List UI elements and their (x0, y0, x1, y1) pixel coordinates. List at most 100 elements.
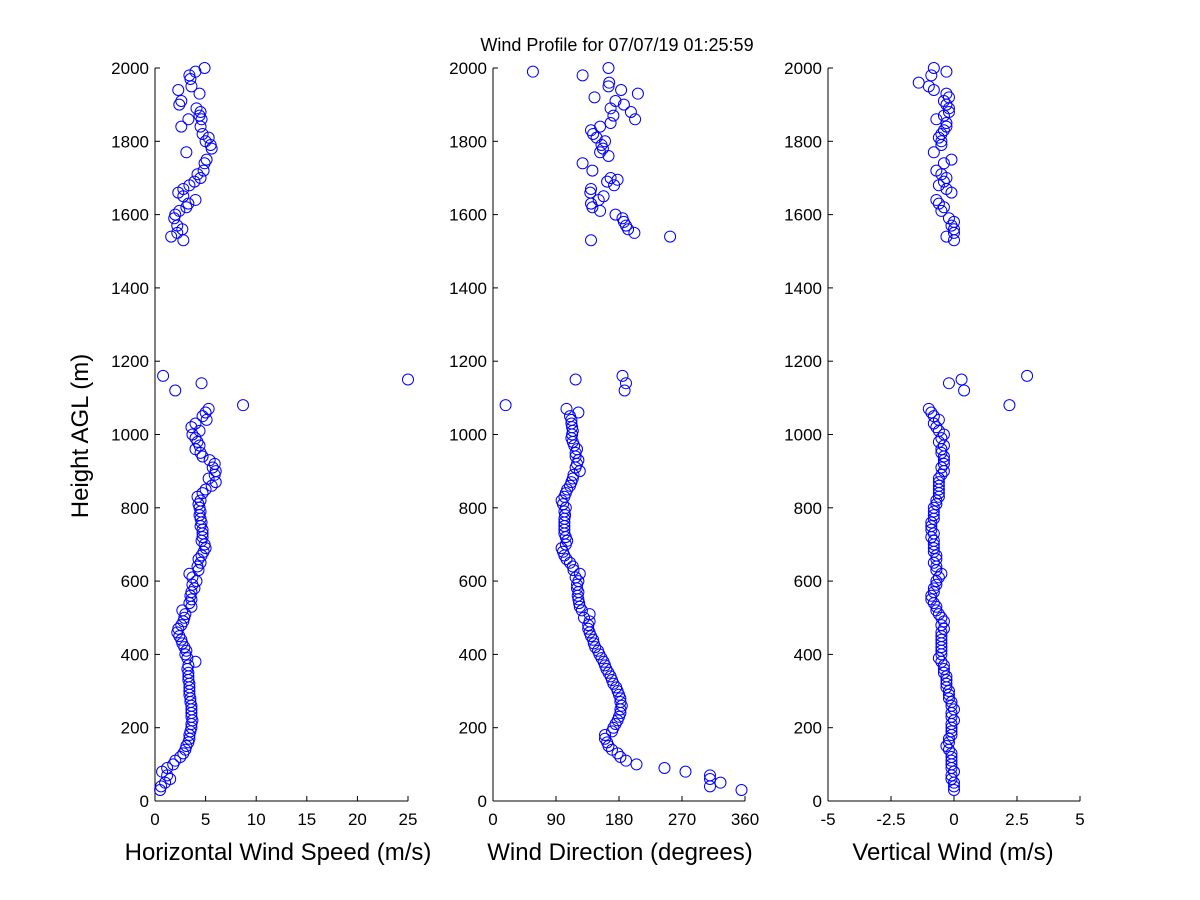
data-point (587, 637, 600, 650)
data-point (177, 615, 190, 628)
data-point (161, 762, 174, 775)
data-point (937, 124, 950, 137)
data-point (594, 120, 607, 133)
data-point (555, 494, 568, 507)
y-tick-label: 1600 (784, 206, 822, 225)
data-point (940, 87, 953, 100)
x-tick-label: 180 (605, 810, 633, 829)
data-point (564, 410, 576, 423)
y-tick-label: 800 (459, 499, 487, 518)
data-point (560, 402, 573, 415)
data-point (948, 223, 960, 236)
data-point (948, 765, 960, 778)
y-tick-label: 1400 (449, 279, 487, 298)
data-point (603, 76, 616, 89)
data-point (664, 230, 677, 243)
data-point (177, 234, 190, 247)
data-point (193, 109, 206, 122)
figure-title: Wind Profile for 07/07/19 01:25:59 (480, 35, 753, 55)
data-point (561, 483, 574, 496)
data-point (942, 105, 955, 118)
data-point (182, 659, 195, 672)
data-point (935, 127, 948, 140)
data-point (597, 655, 610, 668)
x-tick-label: 2.5 (1005, 810, 1029, 829)
data-point (930, 421, 943, 434)
data-point (945, 725, 958, 738)
data-point (615, 83, 628, 96)
data-point (594, 146, 607, 159)
y-tick-label: 800 (794, 499, 822, 518)
data-point (937, 663, 950, 676)
data-point (191, 168, 204, 181)
data-point (189, 432, 202, 445)
data-point (658, 762, 671, 775)
x-tick-label: 0 (488, 810, 497, 829)
data-point (583, 608, 596, 621)
data-point (927, 582, 940, 595)
data-point (940, 677, 953, 690)
data-point (935, 204, 948, 217)
y-tick-label: 2000 (111, 59, 149, 78)
data-point (155, 780, 168, 793)
data-point (165, 230, 178, 243)
data-point (185, 421, 198, 434)
data-point (175, 120, 188, 133)
y-tick-label: 400 (794, 645, 822, 664)
data-point (927, 586, 940, 599)
data-point (199, 406, 212, 419)
y-tick-label: 1200 (449, 352, 487, 371)
data-point (205, 479, 218, 492)
data-point (584, 186, 597, 199)
data-point (595, 652, 608, 665)
data-point (173, 204, 186, 217)
data-point (172, 622, 185, 635)
data-point (194, 494, 207, 507)
data-point (930, 113, 943, 126)
data-point (587, 127, 600, 140)
data-point (937, 457, 950, 470)
data-point (925, 406, 938, 419)
data-point (180, 146, 193, 159)
data-point (616, 369, 629, 382)
data-point (937, 454, 950, 467)
data-point (942, 736, 955, 749)
data-point (585, 234, 597, 247)
data-point (209, 465, 222, 478)
y-tick-label: 600 (459, 572, 487, 591)
data-point (576, 157, 589, 170)
data-point (609, 94, 622, 107)
y-tick-label: 1000 (784, 426, 822, 445)
data-point (175, 94, 188, 107)
data-point (937, 175, 950, 188)
data-point (948, 780, 960, 793)
data-point (714, 776, 727, 789)
y-tick-label: 1400 (111, 279, 149, 298)
data-point (585, 182, 597, 195)
data-point (927, 505, 940, 518)
data-point (190, 102, 203, 115)
data-point (599, 732, 611, 745)
data-point (193, 424, 206, 437)
data-point (588, 91, 601, 104)
data-point (948, 703, 960, 716)
data-point (573, 567, 586, 580)
data-point (202, 131, 215, 144)
data-point (599, 729, 611, 742)
data-point (609, 208, 622, 221)
data-point (597, 190, 610, 203)
y-tick-label: 1400 (784, 279, 822, 298)
data-point (565, 417, 578, 430)
x-tick-label: -2.5 (876, 810, 905, 829)
data-point (199, 483, 212, 496)
data-point (576, 69, 589, 82)
data-point (935, 468, 948, 481)
data-point (205, 142, 218, 155)
data-point (927, 509, 940, 522)
data-point (582, 622, 595, 635)
data-point (1021, 369, 1034, 382)
x-tick-label: 0 (949, 810, 958, 829)
data-point (925, 589, 938, 602)
data-point (622, 223, 635, 236)
data-point (607, 721, 620, 734)
